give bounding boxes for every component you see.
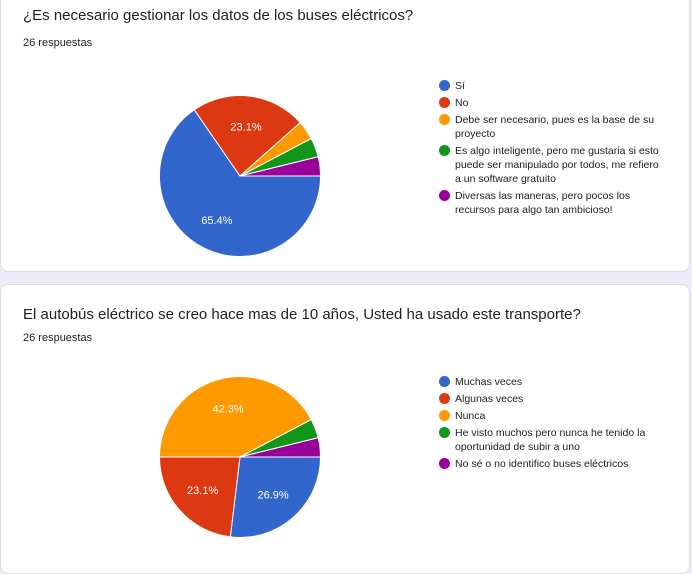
question-title: ¿Es necesario gestionar los datos de los… (23, 7, 414, 24)
pie-slice-algunas-veces[interactable] (158, 456, 241, 538)
legend-swatch (439, 97, 450, 108)
legend-label: No (455, 97, 469, 109)
question-title: El autobús eléctrico se creo hace mas de… (23, 306, 581, 323)
question-card-buses-data: ¿Es necesario gestionar los datos de los… (0, 0, 690, 272)
legend-swatch (439, 376, 450, 387)
legend-item-nunca[interactable]: Nunca (439, 409, 659, 423)
legend-item-si[interactable]: Sí (439, 79, 659, 93)
pie-slice-nunca[interactable] (158, 376, 312, 458)
pie-slice-no[interactable] (193, 95, 301, 177)
response-count: 26 respuestas (23, 332, 93, 344)
pie-slice-muchas-veces[interactable] (229, 456, 322, 538)
legend-label: No sé o no identifico buses eléctricos (455, 458, 629, 470)
legend-swatch (439, 458, 450, 469)
legend-item-no-se-o-no-identifico-buses-el[interactable]: No sé o no identifico buses eléctricos (439, 457, 659, 471)
pie-slice-diversas-las-maneras-pero-poco[interactable] (239, 156, 322, 177)
slice-value-label: 42.3% (212, 404, 243, 416)
legend-item-es-algo-inteligente-pero-me-gu[interactable]: Es algo inteligente, pero me gustaria si… (439, 144, 659, 186)
question-card-bus-usage: El autobús eléctrico se creo hace mas de… (0, 284, 690, 574)
legend-label: He visto muchos pero nunca he tenido la … (455, 427, 646, 453)
legend-item-algunas-veces[interactable]: Algunas veces (439, 392, 659, 406)
chart-legend: Muchas veces Algunas veces Nunca He visto m… (439, 375, 659, 474)
legend-label: Es algo inteligente, pero me gustaria si… (455, 145, 659, 185)
chart-legend: Sí No Debe ser necesario, pues es la base … (439, 79, 659, 220)
legend-swatch (439, 427, 450, 438)
pie-chart: 26.9% 23.1% 42.3% (158, 376, 322, 538)
legend-swatch (439, 114, 450, 125)
legend-item-diversas-las-maneras-pero-poco[interactable]: Diversas las maneras, pero pocos los rec… (439, 189, 659, 217)
legend-label: Debe ser necesario, pues es la base de s… (455, 114, 655, 140)
pie-chart: 65.4% 23.1% (159, 95, 322, 257)
legend-item-debe-ser-necesario-pues-es-la-[interactable]: Debe ser necesario, pues es la base de s… (439, 113, 659, 141)
slice-value-label: 23.1% (187, 485, 218, 497)
pie-slice-si[interactable] (159, 109, 322, 257)
legend-swatch (439, 393, 450, 404)
legend-label: Diversas las maneras, pero pocos los rec… (455, 190, 631, 216)
legend-label: Sí (455, 80, 465, 92)
legend-swatch (439, 410, 450, 421)
slice-value-label: 23.1% (230, 121, 261, 133)
legend-item-he-visto-muchos-pero-nunca-he-[interactable]: He visto muchos pero nunca he tenido la … (439, 426, 659, 454)
slice-value-label: 26.9% (257, 489, 288, 501)
legend-label: Nunca (455, 410, 486, 422)
legend-label: Algunas veces (455, 393, 524, 405)
slice-value-label: 65.4% (201, 215, 232, 227)
legend-item-no[interactable]: No (439, 96, 659, 110)
legend-swatch (439, 80, 450, 91)
legend-swatch (439, 145, 450, 156)
response-count: 26 respuestas (23, 37, 93, 49)
legend-label: Muchas veces (455, 376, 523, 388)
legend-swatch (439, 190, 450, 201)
pie-slice-no-se-o-no-identifico-buses-el[interactable] (239, 437, 322, 458)
legend-item-muchas-veces[interactable]: Muchas veces (439, 375, 659, 389)
